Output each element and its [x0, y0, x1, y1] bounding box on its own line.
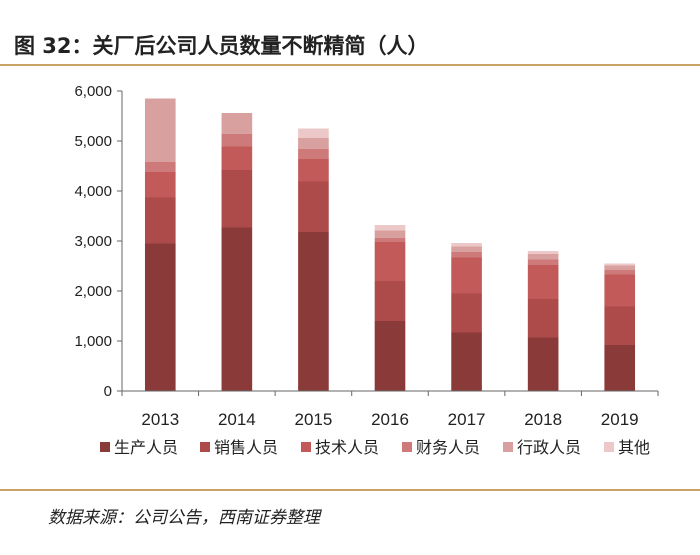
bar-segment [221, 170, 253, 228]
bar-segment [604, 274, 636, 307]
source-note: 数据来源：公司公告，西南证券整理 [48, 508, 320, 528]
y-tick-label: 2,000 [74, 283, 112, 300]
legend-label: 行政人员 [517, 438, 581, 457]
legend-label: 技术人员 [315, 438, 379, 457]
legend-swatch [604, 442, 614, 452]
legend: 生产人员 销售人员 技术人员 财务人员 行政人员 其他 [100, 438, 650, 457]
bar-segment [374, 321, 406, 391]
legend-swatch [503, 442, 513, 452]
x-tick-label: 2018 [524, 410, 562, 429]
x-tick-label: 2019 [601, 410, 639, 429]
bar-segment [604, 270, 636, 275]
y-axis: 0 1,000 2,000 3,000 4,000 5,000 6,000 [74, 83, 123, 400]
legend-label: 销售人员 [214, 438, 278, 457]
bar-segment [374, 230, 406, 238]
legend-label: 财务人员 [416, 438, 480, 457]
legend-swatch [301, 442, 311, 452]
bar-segment [298, 128, 329, 138]
bottom-rule [0, 489, 700, 491]
bar-segment [527, 254, 559, 260]
bars-group [144, 98, 636, 391]
bar-segment [221, 134, 253, 147]
bar-segment [451, 246, 482, 252]
bar-segment [298, 181, 329, 232]
y-tick-label: 6,000 [74, 83, 112, 100]
y-tick-label: 0 [104, 383, 112, 400]
y-tick-label: 1,000 [74, 333, 112, 350]
bar-segment [451, 293, 482, 333]
bar-segment [527, 251, 559, 254]
legend-label: 生产人员 [114, 438, 178, 457]
bar-segment [221, 227, 253, 391]
stacked-bar-chart: 0 1,000 2,000 3,000 4,000 5,000 6,000 2013 2014… [74, 83, 659, 457]
legend-swatch [200, 442, 210, 452]
bar-segment [604, 265, 636, 270]
x-tick-label: 2015 [295, 410, 333, 429]
bar-segment [604, 263, 636, 266]
bar-segment [451, 257, 482, 294]
bar-segment [144, 197, 176, 244]
bar-segment [298, 159, 329, 182]
bar-segment [298, 232, 329, 391]
bar-segment [527, 337, 559, 391]
y-tick-label: 4,000 [74, 183, 112, 200]
bar-segment [144, 243, 176, 391]
legend-swatch [402, 442, 412, 452]
bar-segment [221, 146, 253, 170]
bar-segment [374, 238, 406, 242]
legend-label: 其他 [618, 438, 650, 457]
bar-segment [221, 113, 253, 134]
bar-segment [144, 172, 176, 198]
bar-segment [604, 345, 636, 391]
legend-swatch [100, 442, 110, 452]
bar-segment [451, 243, 482, 247]
bar-segment [527, 299, 559, 338]
bar-segment [374, 281, 406, 321]
figure-title: 图 32：关厂后公司人员数量不断精简（人） [14, 34, 429, 58]
bar-segment [604, 306, 636, 345]
bar-segment [374, 242, 406, 281]
x-tick-label: 2016 [371, 410, 409, 429]
top-rule [0, 64, 700, 66]
bar-segment [451, 252, 482, 258]
x-tick-label: 2014 [218, 410, 256, 429]
bar-segment [144, 162, 176, 172]
bar-segment [144, 98, 176, 162]
bar-segment [374, 225, 406, 231]
bar-segment [527, 259, 559, 265]
x-tick-label: 2017 [448, 410, 486, 429]
y-tick-label: 5,000 [74, 133, 112, 150]
bar-segment [527, 265, 559, 299]
bar-segment [298, 138, 329, 149]
y-tick-label: 3,000 [74, 233, 112, 250]
bar-segment [298, 149, 329, 159]
x-tick-label: 2013 [141, 410, 179, 429]
x-axis: 2013 2014 2015 2016 2017 2018 2019 [121, 390, 659, 429]
bar-segment [451, 332, 482, 391]
